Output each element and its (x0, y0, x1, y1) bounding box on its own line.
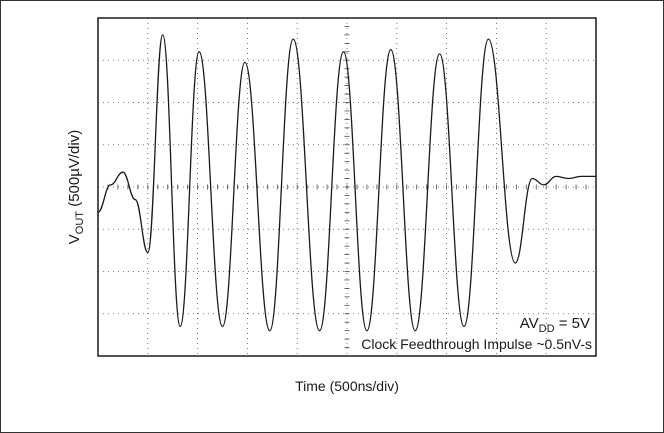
y-axis-label-unit: (500µV/div) (66, 130, 83, 211)
y-axis-label-main: V (66, 234, 83, 244)
plot-grid (98, 18, 596, 356)
supply-annotation: AVDD = 5V (520, 315, 590, 335)
supply-annotation-main: AV (520, 315, 539, 332)
y-axis-label-subscript: OUT (74, 211, 86, 235)
center-axis-ticks (97, 17, 597, 357)
impulse-annotation: Clock Feedthrough Impulse ~0.5nV-s (361, 336, 592, 352)
supply-annotation-subscript: DD (539, 323, 555, 335)
plot-frame (97, 17, 597, 357)
y-axis-label: VOUT (500µV/div) (66, 130, 86, 244)
signal-trace (97, 34, 596, 332)
supply-annotation-value: = 5V (555, 315, 590, 332)
x-axis-label: Time (500ns/div) (295, 378, 399, 394)
